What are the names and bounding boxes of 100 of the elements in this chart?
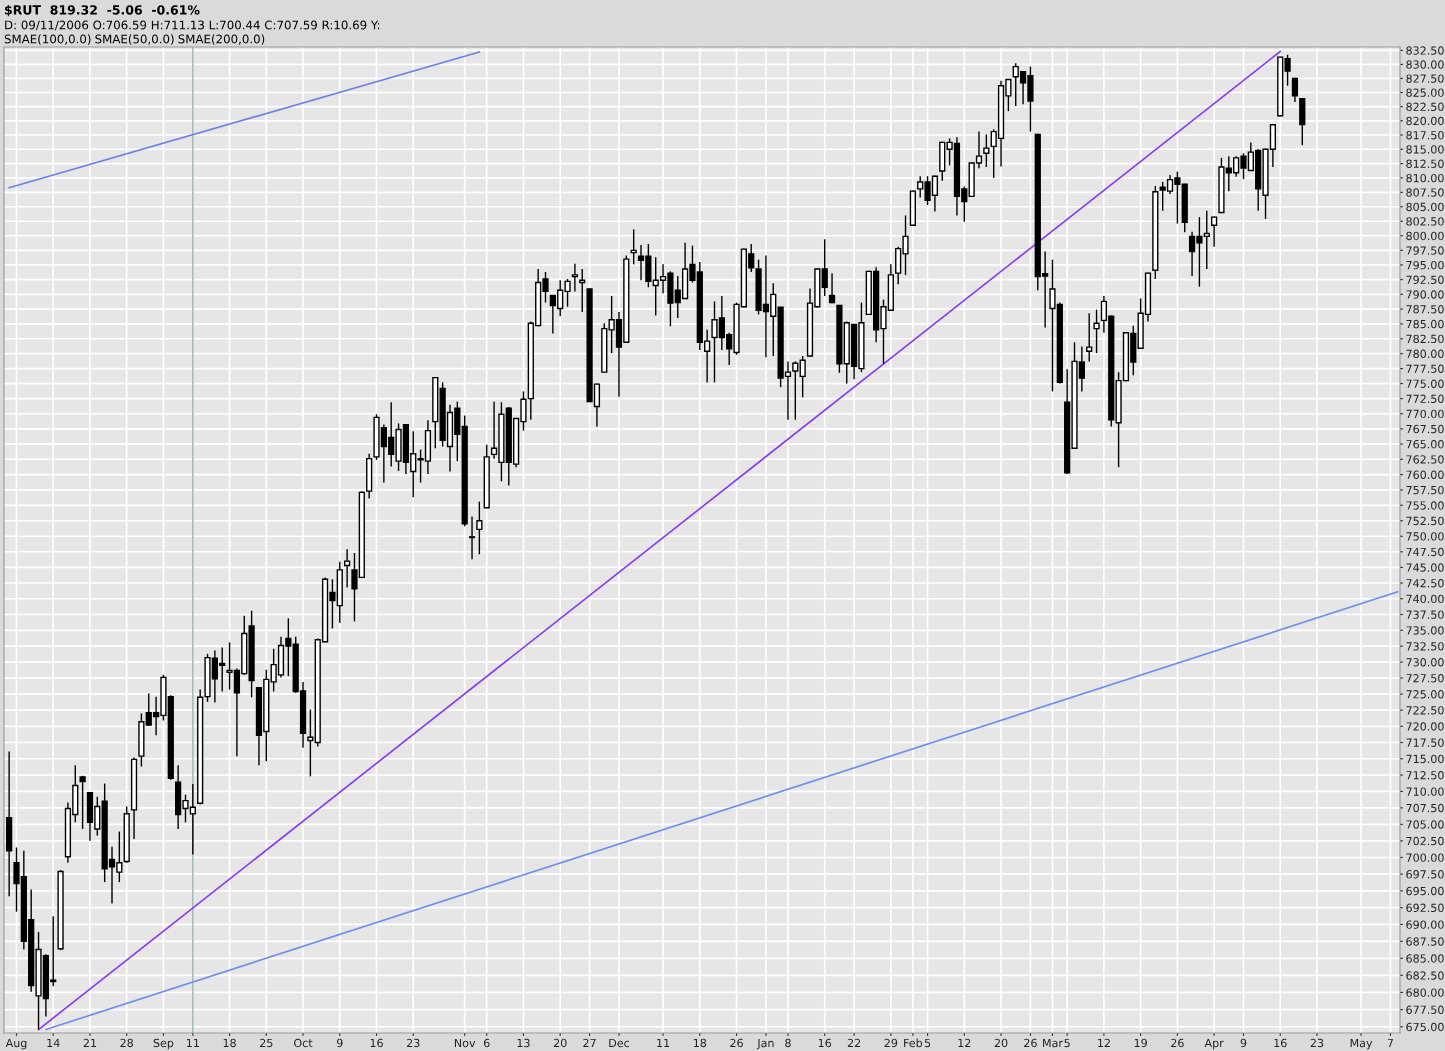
x-tick-label: Sep [153,1038,174,1050]
y-tick-label: 822.50 [1406,102,1444,111]
x-tick-label: 27 [583,1038,596,1047]
y-tick-label: 770.00 [1406,409,1444,419]
y-tick-label: 750.00 [1406,532,1444,541]
y-tick-label: 737.50 [1406,610,1444,619]
y-tick-label: 832.50 [1406,46,1444,55]
y-tick-label: 687.50 [1406,937,1444,946]
y-tick-label: 675.00 [1406,1022,1444,1032]
x-tick-label: 7 [1387,1038,1394,1047]
x-tick-label: 16 [818,1038,832,1048]
x-tick-label: 14 [47,1038,60,1047]
y-tick-label: 720.00 [1406,722,1444,731]
y-tick-label: 697.50 [1406,870,1444,879]
y-tick-label: 800.00 [1406,231,1444,241]
x-tick-label: 26 [730,1038,743,1048]
y-tick-label: 677.50 [1406,1005,1444,1014]
x-tick-label: 18 [693,1038,707,1048]
y-tick-label: 795.00 [1406,260,1444,270]
x-tick-label: Nov [454,1038,476,1048]
y-tick-label: 715.00 [1406,754,1444,764]
text: SMAE(50,0.0) [95,34,174,45]
y-tick-label: 717.50 [1406,738,1444,747]
y-tick-label: 752.50 [1406,516,1444,526]
y-tick-label: 810.00 [1406,173,1444,183]
y-tick-label: 827.50 [1406,74,1444,83]
y-tick-label: 727.50 [1406,674,1444,683]
x-tick-label: 8 [785,1038,791,1048]
x-tick-label: 16 [370,1038,383,1048]
x-tick-label: 23 [1310,1038,1324,1048]
y-tick-label: 730.00 [1406,658,1444,667]
text: SMAE(100,0.0) [4,34,91,45]
y-tick-label: 767.50 [1406,424,1444,434]
x-tick-label: 12 [958,1038,971,1047]
y-tick-label: 747.50 [1406,547,1444,557]
y-tick-label: 760.00 [1406,470,1444,479]
y-tick-label: 700.00 [1406,853,1444,862]
y-tick-label: 830.00 [1406,60,1444,69]
chart-title: $RUT 819.32 -5.06 -0.61% [4,4,200,17]
y-tick-label: 685.00 [1406,954,1444,963]
y-tick-label: 815.00 [1406,145,1444,154]
x-tick-label: 29 [884,1038,898,1048]
y-tick-label: 792.50 [1406,275,1444,284]
candlestick [821,238,828,297]
x-tick-label: 25 [260,1038,273,1048]
y-tick-label: 707.50 [1406,803,1444,813]
x-tick-label: 21 [83,1038,97,1047]
y-tick-label: 765.00 [1406,440,1444,449]
y-tick-label: 757.50 [1406,485,1444,495]
x-tick-label: Jan [756,1038,774,1050]
y-tick-label: 782.50 [1406,334,1444,344]
x-tick-label: 16 [1274,1038,1287,1048]
y-tick-label: 787.50 [1406,305,1444,314]
y-tick-label: 775.00 [1406,379,1444,388]
x-tick-label: 19 [1134,1038,1147,1048]
y-tick-label: 745.00 [1406,563,1444,572]
x-tick-label: 20 [994,1038,1008,1048]
y-tick-label: 825.00 [1406,88,1444,97]
x-tick-label: 5 [1064,1038,1070,1048]
y-tick-label: 740.00 [1406,594,1444,604]
x-tick-label: 28 [120,1038,134,1048]
y-tick-label: 785.00 [1406,319,1444,329]
x-tick-label: 20 [553,1038,567,1048]
y-tick-label: 722.50 [1406,706,1444,715]
y-tick-label: 802.50 [1406,217,1444,226]
y-tick-label: 820.00 [1406,116,1444,126]
y-tick-label: 790.00 [1406,290,1444,299]
x-tick-label: Mar [1043,1038,1063,1048]
candlestick [828,272,836,304]
text: SMAE(200,0.0) [178,34,265,45]
y-tick-label: 755.00 [1406,501,1444,510]
y-tick-label: 817.50 [1406,130,1444,140]
y-tick-label: 712.50 [1406,771,1444,780]
y-tick-label: 807.50 [1406,188,1444,197]
x-tick-label: 11 [657,1038,670,1047]
y-tick-label: 725.00 [1406,690,1444,699]
x-tick-label: Apr [1204,1038,1224,1050]
y-tick-label: 695.00 [1406,886,1444,896]
y-tick-label: 705.00 [1406,820,1444,829]
x-tick-label: 18 [223,1038,236,1048]
x-tick-label: 9 [336,1038,343,1048]
y-tick-label: 805.00 [1406,202,1444,212]
candlestick [1291,77,1299,103]
x-tick-label: 26 [1171,1038,1184,1048]
x-tick-label: 12 [1098,1038,1110,1047]
x-tick-label: 6 [483,1038,490,1048]
chart-subtitle: D: 09/11/2006 O:706.59 H:711.13 L:700.44 C:707.59 R:10.69 Y: [5,20,380,31]
y-tick-label: 797.50 [1406,246,1444,255]
y-tick-label: 710.00 [1406,787,1444,796]
y-tick-label: 812.50 [1406,159,1444,168]
x-tick-label: May [1350,1038,1373,1050]
y-tick-label: 690.00 [1406,920,1444,929]
x-tick-label: 11 [186,1038,199,1047]
y-tick-label: 702.50 [1406,836,1444,846]
x-tick-label: 13 [517,1038,530,1048]
y-tick-label: 762.50 [1406,455,1444,464]
y-tick-label: 692.50 [1406,903,1444,912]
x-tick-label: 26 [1024,1038,1037,1048]
x-tick-label: 23 [406,1038,420,1048]
y-tick-label: 735.00 [1406,626,1444,635]
